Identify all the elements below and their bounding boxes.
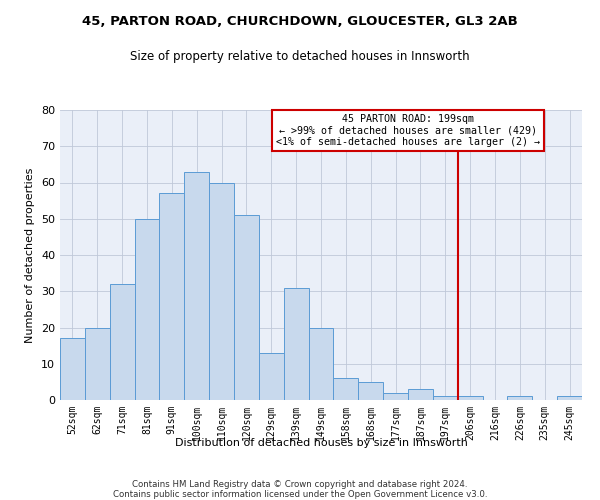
Bar <box>60 338 85 400</box>
Bar <box>557 396 582 400</box>
Y-axis label: Number of detached properties: Number of detached properties <box>25 168 35 342</box>
Text: 45 PARTON ROAD: 199sqm
← >99% of detached houses are smaller (429)
<1% of semi-d: 45 PARTON ROAD: 199sqm ← >99% of detache… <box>276 114 540 147</box>
Bar <box>308 328 334 400</box>
Bar <box>383 393 408 400</box>
Bar <box>408 389 433 400</box>
Bar <box>358 382 383 400</box>
Bar <box>110 284 134 400</box>
Bar <box>209 182 234 400</box>
Bar <box>508 396 532 400</box>
Text: Size of property relative to detached houses in Innsworth: Size of property relative to detached ho… <box>130 50 470 63</box>
Bar <box>85 328 110 400</box>
Text: 45, PARTON ROAD, CHURCHDOWN, GLOUCESTER, GL3 2AB: 45, PARTON ROAD, CHURCHDOWN, GLOUCESTER,… <box>82 15 518 28</box>
Bar <box>284 288 308 400</box>
Bar <box>433 396 458 400</box>
Text: Distribution of detached houses by size in Innsworth: Distribution of detached houses by size … <box>175 438 467 448</box>
Bar <box>160 194 184 400</box>
Bar <box>184 172 209 400</box>
Bar <box>234 215 259 400</box>
Text: Contains HM Land Registry data © Crown copyright and database right 2024.
Contai: Contains HM Land Registry data © Crown c… <box>113 480 487 500</box>
Bar <box>259 353 284 400</box>
Bar <box>134 219 160 400</box>
Bar <box>458 396 482 400</box>
Bar <box>334 378 358 400</box>
